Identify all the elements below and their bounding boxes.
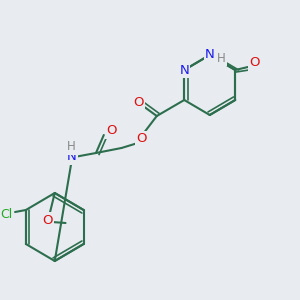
Text: N: N [179,64,189,76]
Text: H: H [217,52,226,64]
Text: O: O [133,95,143,109]
Text: O: O [250,56,260,70]
Text: O: O [43,214,53,226]
Text: Cl: Cl [0,208,12,220]
Text: H: H [67,140,76,154]
Text: N: N [67,151,76,164]
Text: O: O [136,133,146,146]
Text: N: N [205,49,214,62]
Text: O: O [106,124,117,137]
